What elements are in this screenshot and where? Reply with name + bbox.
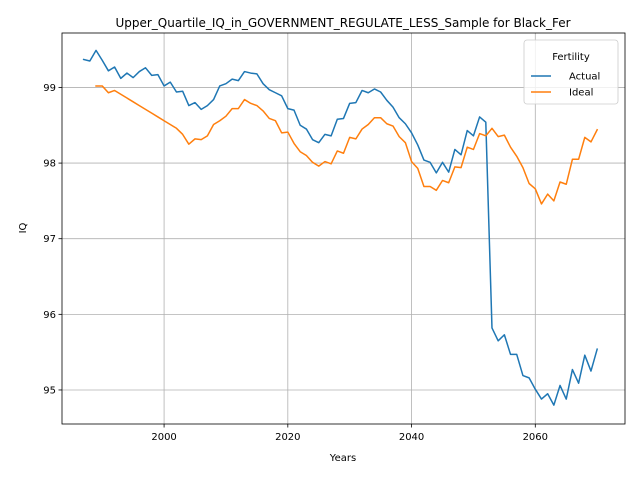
x-tick-label: 2040 [399, 432, 424, 443]
y-tick-label: 96 [43, 310, 56, 321]
x-axis-label: Years [329, 453, 356, 464]
x-axis-ticks: 2000 2020 2040 2060 [151, 424, 548, 443]
y-tick-label: 97 [43, 234, 56, 245]
series-line-actual [82, 49, 599, 406]
x-tick-label: 2060 [523, 432, 548, 443]
plot-frame [61, 32, 626, 425]
y-axis-label: IQ [18, 222, 29, 233]
y-tick-label: 98 [43, 159, 56, 170]
x-tick-label: 2020 [275, 432, 300, 443]
x-tick-label: 2000 [151, 432, 176, 443]
legend-box [523, 39, 619, 105]
legend-entries: Actual Ideal [531, 72, 600, 99]
y-tick-label: 99 [43, 83, 56, 94]
legend-label-ideal: Ideal [569, 88, 593, 99]
y-axis-ticks: 95 96 97 98 99 [43, 83, 62, 396]
series-line-ideal [95, 85, 599, 205]
chart-title: Upper_Quartile_IQ_in_GOVERNMENT_REGULATE… [115, 16, 570, 30]
y-tick-label: 95 [43, 385, 56, 396]
legend-title: Fertility [552, 52, 590, 63]
series-lines [82, 49, 599, 406]
legend: Fertility Actual Ideal [523, 39, 619, 105]
legend-label-actual: Actual [569, 72, 600, 83]
